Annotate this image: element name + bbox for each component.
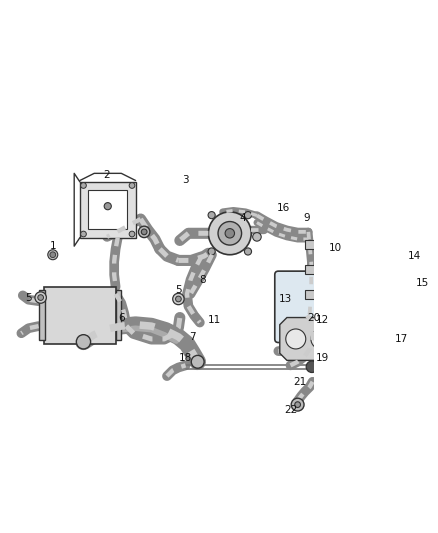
Circle shape xyxy=(253,232,261,241)
Circle shape xyxy=(138,226,150,238)
Circle shape xyxy=(306,361,318,373)
Circle shape xyxy=(286,329,306,349)
Text: 16: 16 xyxy=(277,203,290,213)
Text: 11: 11 xyxy=(208,316,221,325)
Circle shape xyxy=(208,212,251,255)
Circle shape xyxy=(129,231,135,237)
Circle shape xyxy=(81,231,86,237)
Text: 22: 22 xyxy=(284,405,297,415)
Circle shape xyxy=(104,203,111,210)
Circle shape xyxy=(244,212,251,219)
Bar xyxy=(80,182,136,238)
Text: 7: 7 xyxy=(189,332,196,342)
Circle shape xyxy=(50,252,56,257)
Circle shape xyxy=(291,398,304,411)
Text: 21: 21 xyxy=(293,377,307,387)
Circle shape xyxy=(173,293,184,305)
Bar xyxy=(39,290,45,341)
Bar xyxy=(116,290,121,341)
Circle shape xyxy=(48,250,58,260)
Circle shape xyxy=(330,257,338,264)
Circle shape xyxy=(141,229,147,235)
Text: 10: 10 xyxy=(329,243,342,253)
Text: 5: 5 xyxy=(25,293,32,303)
Text: 5: 5 xyxy=(175,285,182,295)
Circle shape xyxy=(327,253,341,268)
Text: 20: 20 xyxy=(307,312,321,322)
Text: 6: 6 xyxy=(118,312,125,322)
Text: 9: 9 xyxy=(304,213,310,223)
Circle shape xyxy=(176,296,181,302)
Circle shape xyxy=(305,318,311,323)
Circle shape xyxy=(35,292,46,303)
Circle shape xyxy=(303,314,314,326)
Circle shape xyxy=(321,248,347,273)
Circle shape xyxy=(81,183,86,188)
Text: 8: 8 xyxy=(199,274,206,285)
Text: 13: 13 xyxy=(279,294,292,304)
FancyBboxPatch shape xyxy=(275,271,366,343)
Text: 2: 2 xyxy=(104,170,110,180)
Circle shape xyxy=(76,335,91,349)
Text: 19: 19 xyxy=(316,353,329,363)
Circle shape xyxy=(129,183,135,188)
Circle shape xyxy=(208,212,215,219)
Text: 3: 3 xyxy=(182,175,189,185)
Bar xyxy=(305,265,315,274)
Circle shape xyxy=(295,402,300,408)
Text: 15: 15 xyxy=(416,278,429,288)
Circle shape xyxy=(208,248,215,255)
Circle shape xyxy=(244,248,251,255)
Text: 14: 14 xyxy=(407,251,420,261)
Bar xyxy=(88,190,127,229)
Bar xyxy=(325,266,343,276)
Bar xyxy=(305,240,315,249)
Text: 1: 1 xyxy=(49,241,56,251)
Text: 4: 4 xyxy=(239,213,246,223)
Text: 18: 18 xyxy=(179,353,192,363)
Circle shape xyxy=(311,329,331,349)
Bar xyxy=(305,290,315,299)
Bar xyxy=(44,287,116,344)
Circle shape xyxy=(218,222,242,245)
Text: 17: 17 xyxy=(395,334,408,344)
Circle shape xyxy=(225,229,234,238)
Text: 12: 12 xyxy=(316,316,329,325)
Circle shape xyxy=(191,356,204,368)
Polygon shape xyxy=(280,318,337,360)
Circle shape xyxy=(38,295,43,301)
